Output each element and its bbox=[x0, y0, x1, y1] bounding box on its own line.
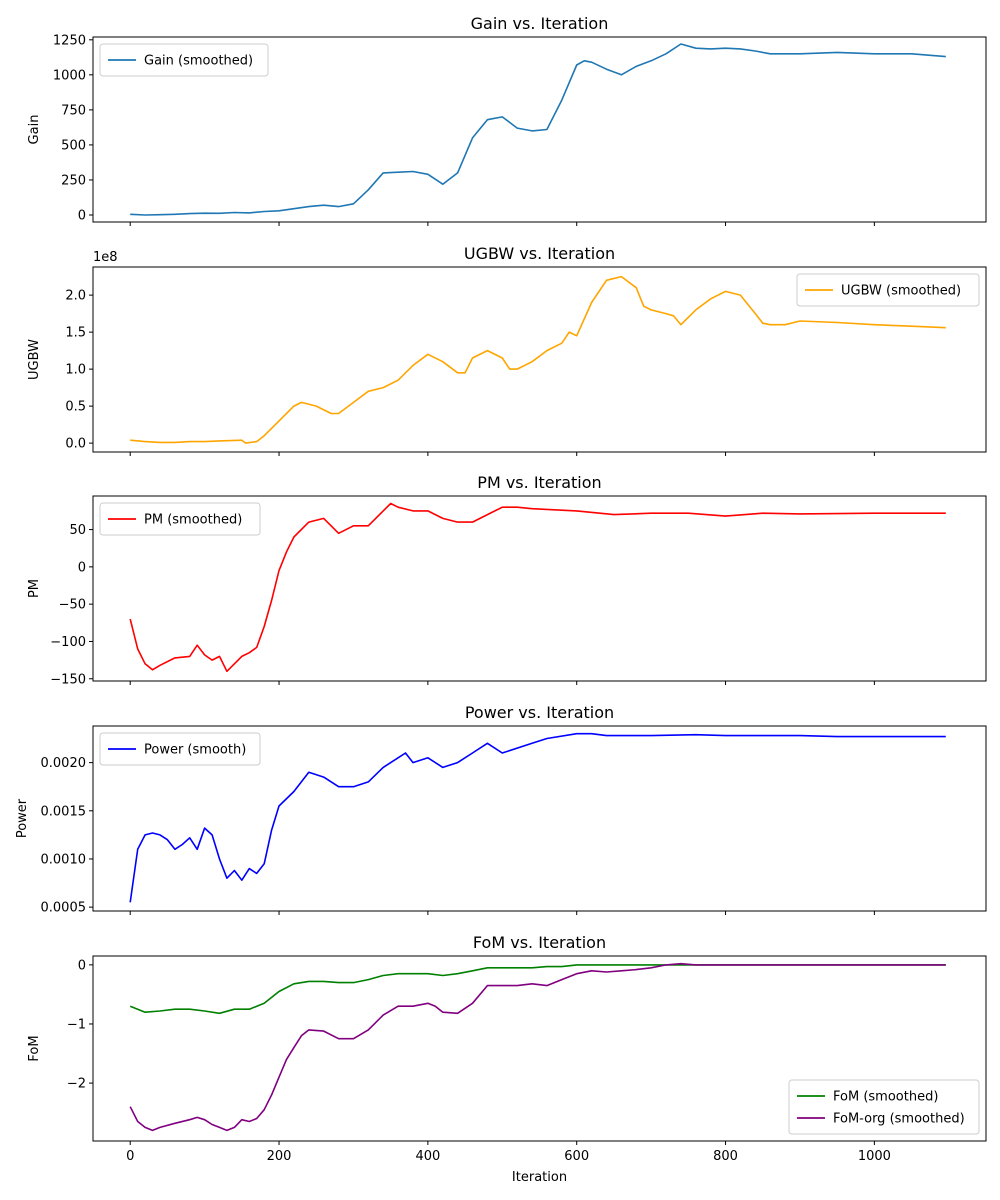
panel-title: PM vs. Iteration bbox=[477, 473, 601, 492]
plot-frame bbox=[92, 725, 987, 912]
x-tick-label: 0 bbox=[126, 1149, 134, 1164]
panel-title: UGBW vs. Iteration bbox=[464, 244, 615, 263]
y-tick-label: 1.0 bbox=[65, 363, 86, 378]
legend-label: Gain (smoothed) bbox=[144, 54, 253, 69]
panel-5: FoM vs. Iteration −2 −1 0 0 200 400 600 800 1000 F… bbox=[27, 933, 987, 1185]
x-tick-label: 400 bbox=[415, 1149, 440, 1164]
series-line-1 bbox=[129, 964, 946, 1015]
y-axis-exponent: 1e8 bbox=[93, 250, 118, 265]
y-tick-label: 1.5 bbox=[65, 326, 86, 341]
y-tick-label: 500 bbox=[61, 138, 86, 153]
series-line-1 bbox=[130, 275, 946, 444]
y-tick-label: 50 bbox=[69, 523, 86, 538]
panel-1: Gain vs. Iteration 0 250 500 750 1000 1250 Gain… bbox=[27, 14, 987, 226]
x-tick-label: 800 bbox=[713, 1149, 738, 1164]
series-line-1 bbox=[129, 732, 946, 903]
panel-3: PM vs. Iteration −150 −100 −50 0 50 PM PM (smoo… bbox=[27, 473, 987, 687]
y-tick-label: −1 bbox=[67, 1017, 86, 1032]
y-tick-label: 0 bbox=[78, 560, 86, 575]
y-tick-label: −150 bbox=[50, 672, 86, 687]
legend-label: UGBW (smoothed) bbox=[841, 284, 961, 299]
legend-box bbox=[99, 43, 269, 77]
x-tick-label: 1000 bbox=[858, 1149, 891, 1164]
series-line-1 bbox=[129, 502, 946, 673]
legend-box bbox=[796, 273, 980, 307]
y-axis-label: Gain bbox=[27, 115, 42, 145]
y-tick-label: 0.0020 bbox=[41, 756, 87, 771]
legend: Power (smooth) bbox=[99, 732, 261, 766]
panel-4: Power vs. Iteration 0.0005 0.0010 0.0015 0.0… bbox=[15, 703, 987, 916]
y-tick-label: 0.5 bbox=[65, 400, 86, 415]
x-axis-label: Iteration bbox=[512, 1170, 567, 1185]
legend-label: FoM (smoothed) bbox=[833, 1090, 938, 1105]
legend: PM (smoothed) bbox=[99, 502, 261, 536]
legend-label: FoM-org (smoothed) bbox=[833, 1112, 965, 1127]
legend-label: PM (smoothed) bbox=[144, 513, 242, 528]
legend-box bbox=[788, 1079, 980, 1135]
y-tick-label: −2 bbox=[67, 1077, 86, 1092]
y-tick-label: 0 bbox=[78, 208, 86, 223]
legend: Gain (smoothed) bbox=[99, 43, 269, 77]
legend: UGBW (smoothed) bbox=[796, 273, 980, 307]
y-tick-label: 2.0 bbox=[65, 289, 86, 304]
panel-title: FoM vs. Iteration bbox=[473, 933, 606, 952]
y-tick-label: −50 bbox=[59, 598, 86, 613]
y-tick-label: 750 bbox=[61, 103, 86, 118]
series-line-2 bbox=[129, 962, 946, 1132]
y-axis-label: UGBW bbox=[27, 339, 42, 380]
y-axis-label: FoM bbox=[27, 1035, 42, 1061]
legend: FoM (smoothed) FoM-org (smoothed) bbox=[788, 1079, 980, 1135]
panel-title: Power vs. Iteration bbox=[465, 703, 614, 722]
x-tick-label: 200 bbox=[267, 1149, 292, 1164]
series-line-1 bbox=[130, 43, 946, 216]
y-axis-label: Power bbox=[15, 798, 30, 838]
y-tick-label: 0.0 bbox=[65, 437, 86, 452]
y-tick-label: 0 bbox=[78, 958, 86, 973]
legend-box bbox=[99, 502, 261, 536]
legend-box bbox=[99, 732, 261, 766]
plot-frame bbox=[92, 36, 987, 223]
y-tick-label: 0.0005 bbox=[41, 901, 87, 916]
x-tick-label: 600 bbox=[564, 1149, 589, 1164]
y-tick-label: 1000 bbox=[53, 68, 86, 83]
y-axis-label: PM bbox=[27, 579, 42, 598]
y-tick-label: −100 bbox=[50, 635, 86, 650]
y-tick-label: 0.0015 bbox=[41, 804, 87, 819]
y-tick-label: 250 bbox=[61, 173, 86, 188]
plot-frame bbox=[92, 495, 987, 682]
legend-label: Power (smooth) bbox=[144, 743, 246, 758]
plot-frame bbox=[92, 266, 987, 453]
y-tick-label: 0.0010 bbox=[41, 852, 87, 867]
panel-2: UGBW vs. Iteration 0.0 0.5 1.0 1.5 2.0 UGBW 1e8… bbox=[27, 244, 987, 456]
plot-frame bbox=[92, 955, 987, 1142]
panel-title: Gain vs. Iteration bbox=[471, 14, 609, 33]
y-tick-label: 1250 bbox=[53, 33, 86, 48]
